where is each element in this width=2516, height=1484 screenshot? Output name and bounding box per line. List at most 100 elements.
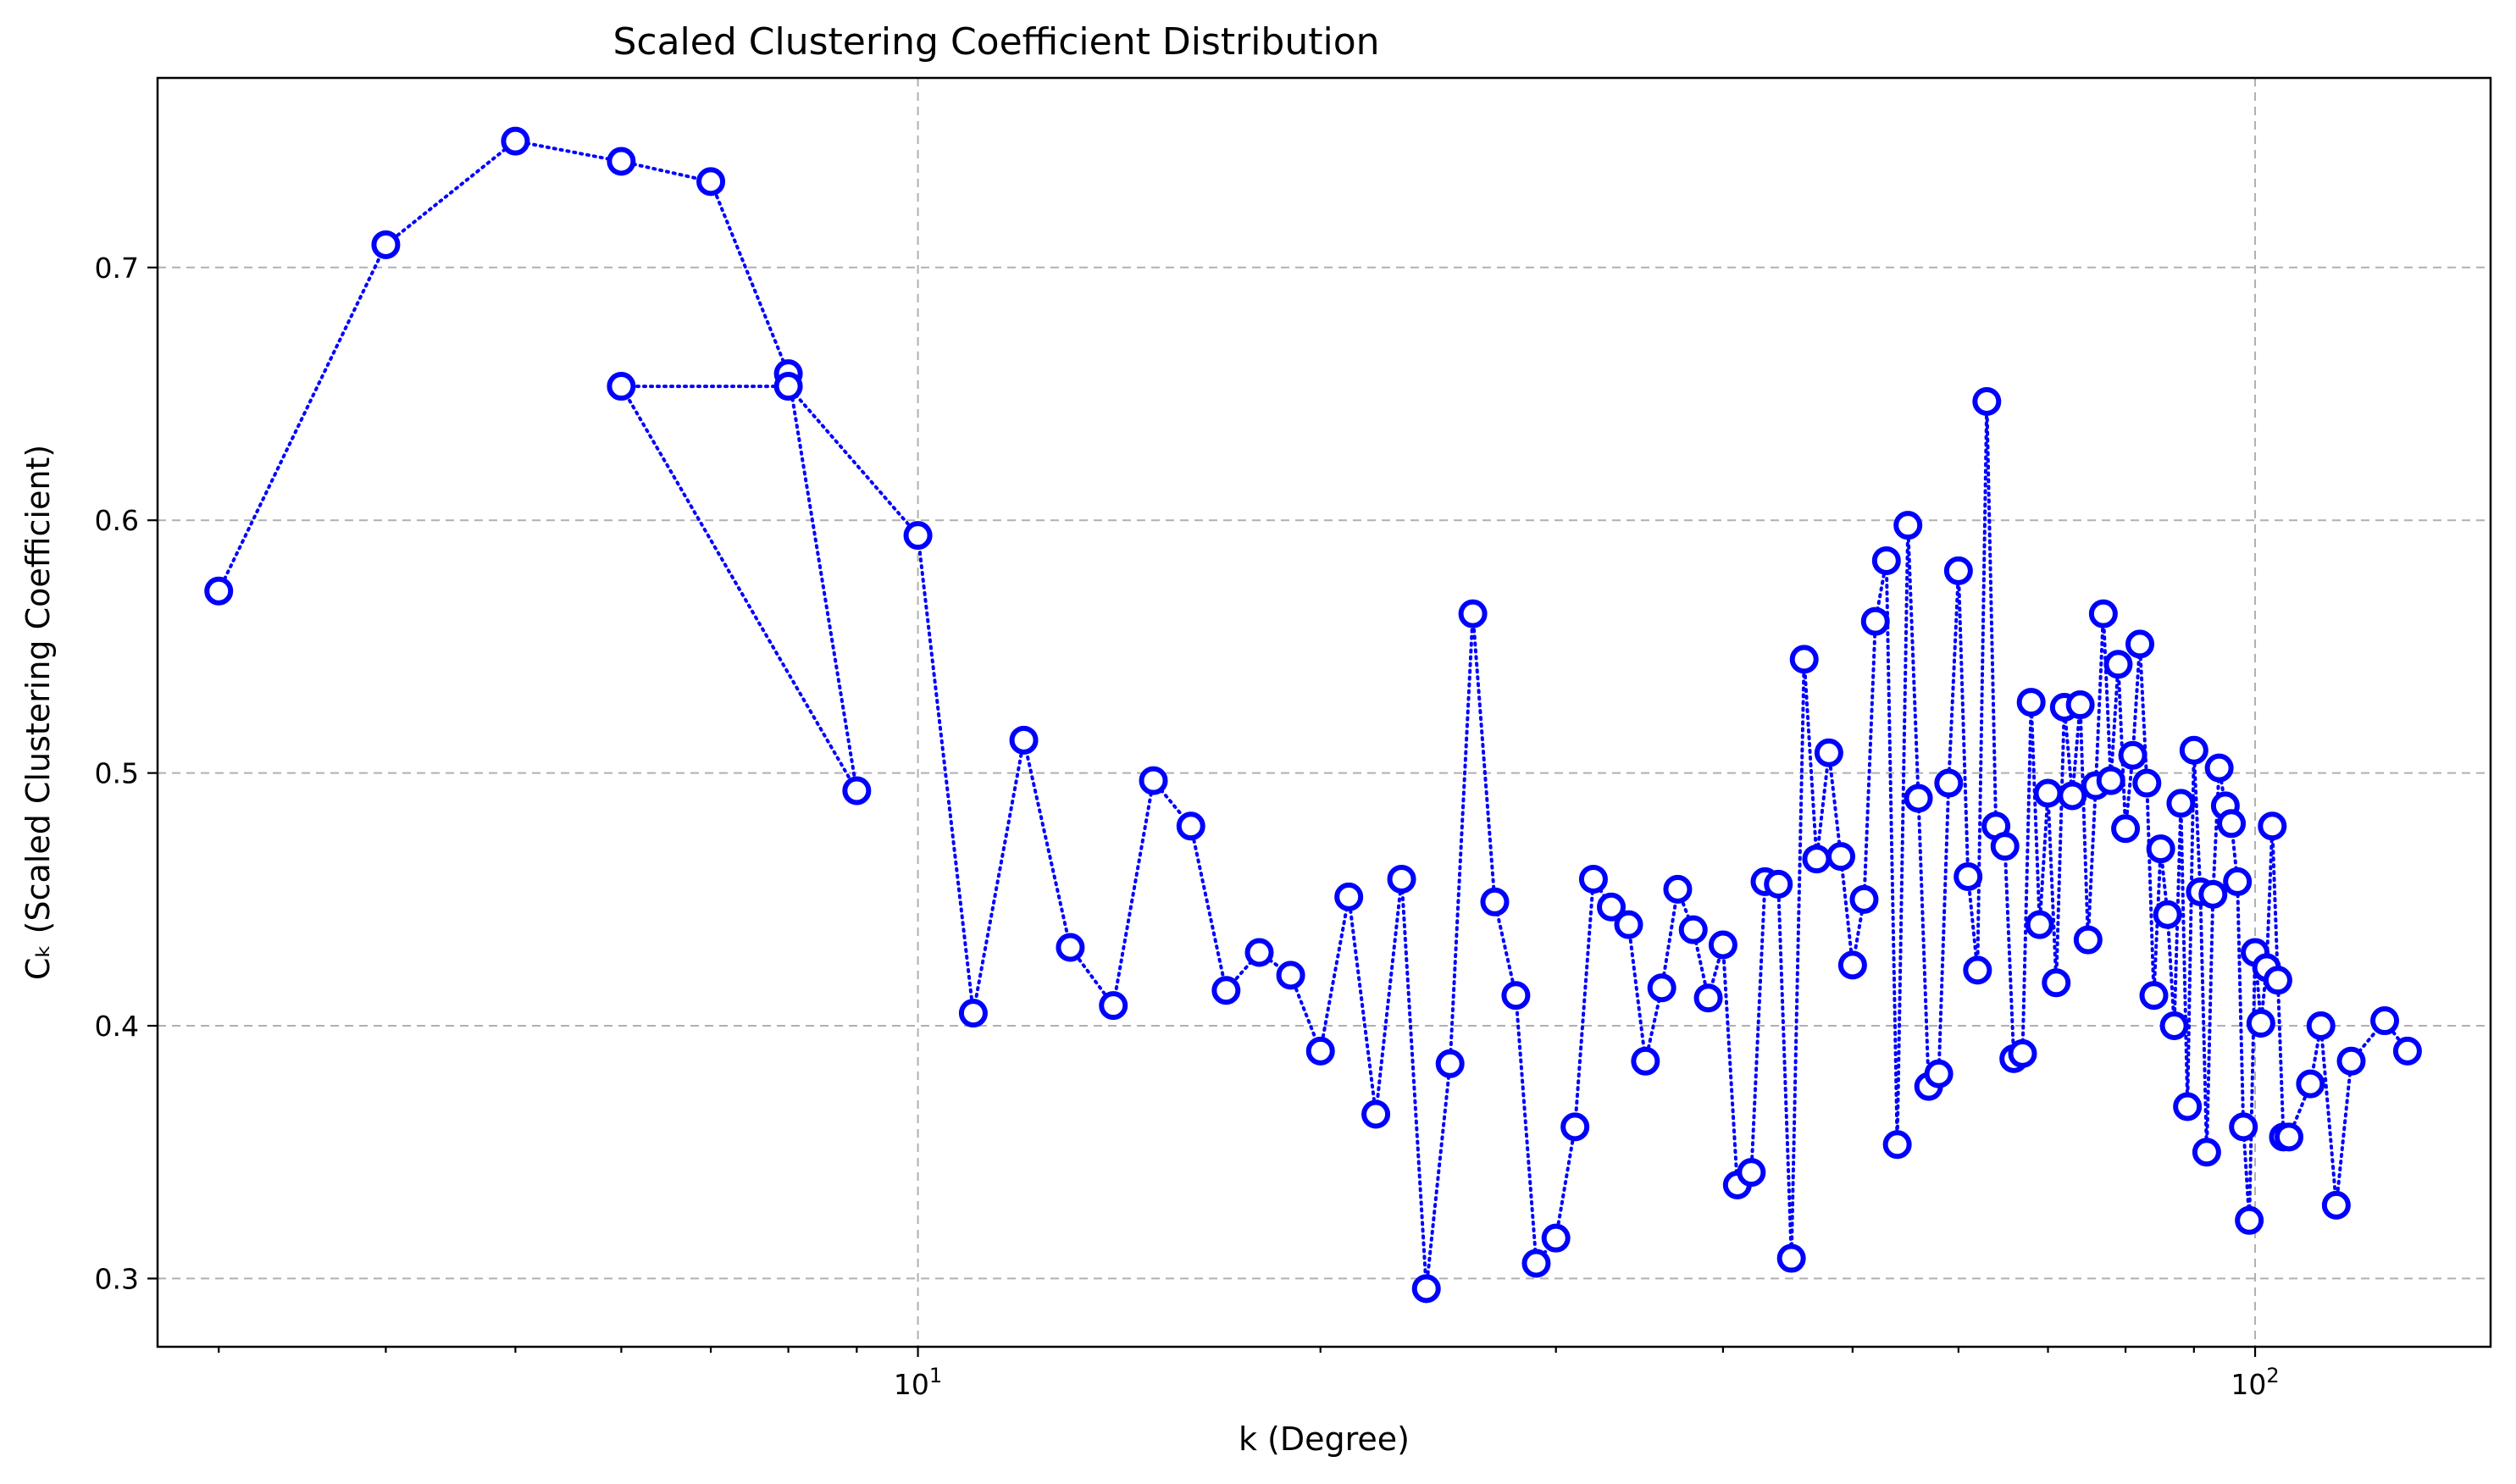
data-point xyxy=(1882,1130,1912,1160)
data-point xyxy=(1789,645,1819,674)
data-point xyxy=(1871,545,1901,575)
data-point xyxy=(204,576,234,606)
data-point xyxy=(2370,1006,2400,1036)
data-point xyxy=(2179,735,2208,765)
data-point xyxy=(2025,910,2054,939)
data-point xyxy=(2088,599,2118,628)
data-point xyxy=(2125,629,2155,659)
y-tick-label: 0.5 xyxy=(95,757,139,790)
data-point xyxy=(2118,740,2147,770)
data-point xyxy=(2146,834,2175,864)
data-point xyxy=(2058,781,2087,811)
data-point xyxy=(2229,1112,2258,1142)
data-point xyxy=(1541,1223,1571,1253)
data-point xyxy=(1893,511,1923,540)
data-point xyxy=(696,167,726,197)
data-point xyxy=(2166,789,2196,818)
y-axis-label: Cₖ (Scaled Clustering Coefficient) xyxy=(19,445,57,980)
data-point xyxy=(1560,1112,1590,1142)
x-axis-label: k (Degree) xyxy=(1239,1420,1410,1458)
data-point xyxy=(1334,882,1364,911)
data-point xyxy=(371,230,401,259)
data-point xyxy=(1211,976,1241,1005)
data-point xyxy=(1614,910,1643,939)
data-point xyxy=(1990,832,2020,861)
data-point xyxy=(1693,983,1723,1013)
data-point xyxy=(1663,874,1693,904)
data-point xyxy=(773,372,803,401)
data-point xyxy=(1708,930,1737,960)
data-point xyxy=(1521,1249,1551,1278)
data-point xyxy=(2153,900,2182,929)
data-point xyxy=(501,126,530,156)
data-point xyxy=(607,372,636,401)
data-point xyxy=(2235,1205,2264,1235)
data-point xyxy=(1814,738,1843,767)
data-point xyxy=(2192,1138,2221,1167)
data-point xyxy=(1480,887,1510,916)
data-point xyxy=(2274,1122,2303,1152)
data-point xyxy=(1244,938,1274,967)
series-line-path xyxy=(217,139,2409,1289)
data-point xyxy=(1578,864,1608,894)
data-point xyxy=(2139,981,2169,1011)
data-point xyxy=(2033,778,2063,808)
data-point xyxy=(2103,650,2133,679)
data-point xyxy=(2111,814,2141,844)
data-point xyxy=(1904,784,1933,813)
data-point xyxy=(2246,1009,2275,1038)
data-point xyxy=(1139,766,1168,795)
data-point xyxy=(1860,606,1890,636)
x-tick-label: 101 xyxy=(894,1364,942,1401)
data-point xyxy=(1411,1274,1441,1304)
data-point xyxy=(2263,966,2292,995)
series-markers xyxy=(204,126,2422,1304)
data-point xyxy=(1737,1158,1766,1188)
data-point xyxy=(2321,1190,2351,1220)
data-point xyxy=(1934,768,1964,798)
data-point xyxy=(1954,861,1983,891)
data-point xyxy=(2008,1038,2037,1068)
axis-ticks: 0.3 0.4 0.5 0.6 0.7 101 102 xyxy=(95,252,2280,1401)
data-point xyxy=(2173,1092,2203,1121)
series-line xyxy=(217,139,2409,1289)
data-point xyxy=(1776,1243,1806,1273)
data-point xyxy=(1458,599,1488,628)
data-point xyxy=(1972,386,2002,416)
data-point xyxy=(1802,844,1832,874)
data-point xyxy=(1837,950,1867,980)
data-point xyxy=(1849,884,1879,914)
x-tick-label: 102 xyxy=(2231,1364,2279,1401)
data-point xyxy=(2159,1011,2189,1041)
data-point xyxy=(1631,1046,1660,1076)
data-point xyxy=(2306,1011,2336,1041)
data-point xyxy=(1056,933,1085,962)
data-point xyxy=(2198,879,2228,909)
data-point xyxy=(2096,766,2125,795)
data-point xyxy=(607,147,636,176)
y-tick-label: 0.7 xyxy=(95,252,139,285)
data-point xyxy=(2073,925,2103,955)
data-point xyxy=(1924,1059,1954,1088)
data-point xyxy=(1176,811,1205,841)
data-point xyxy=(1435,1049,1465,1078)
data-point xyxy=(1597,892,1627,922)
data-point xyxy=(842,776,872,806)
y-tick-label: 0.3 xyxy=(95,1262,139,1295)
data-point xyxy=(2296,1069,2325,1099)
data-point xyxy=(2204,753,2234,783)
chart-title: Scaled Clustering Coefficient Distributi… xyxy=(612,20,1379,64)
data-point xyxy=(2065,690,2095,720)
data-point xyxy=(2223,867,2253,896)
data-point xyxy=(2336,1046,2366,1076)
data-point xyxy=(1647,973,1676,1003)
plot-frame xyxy=(156,76,2492,1348)
data-point xyxy=(2258,811,2287,841)
data-point xyxy=(1678,915,1708,944)
data-point xyxy=(2042,968,2071,998)
data-point xyxy=(1009,725,1039,755)
data-point xyxy=(1276,961,1305,990)
data-point xyxy=(1943,556,1973,585)
